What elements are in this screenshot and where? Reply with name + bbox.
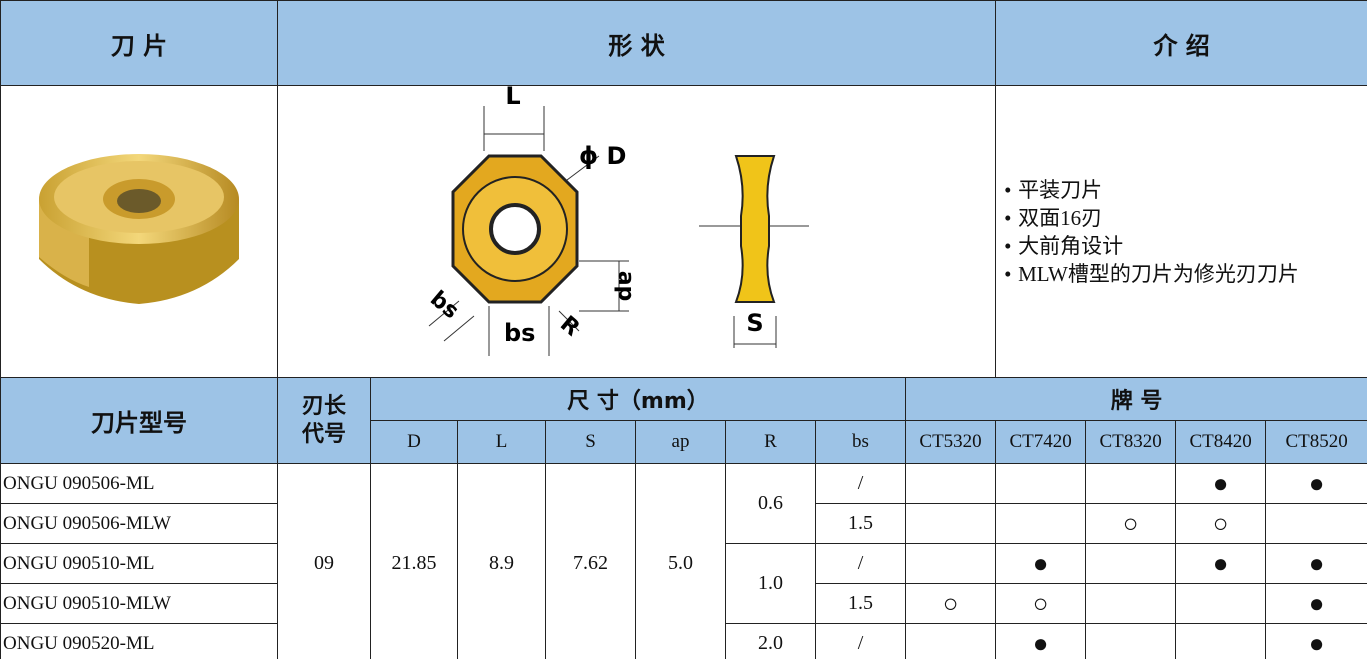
dimension-label: S <box>746 309 763 337</box>
column-header: R <box>725 420 816 464</box>
intro-item: 大前角设计 <box>1004 232 1357 260</box>
grade-cell <box>904 623 997 659</box>
grade-cell <box>904 543 997 584</box>
grade-cell <box>1175 623 1267 659</box>
grade-cell <box>904 503 997 544</box>
model-cell: ONGU 090506-ML <box>0 463 278 504</box>
grade-cell: ● <box>1265 623 1367 659</box>
bs-cell: / <box>815 543 906 584</box>
header-cell: 尺 寸（mm） <box>370 377 906 421</box>
dimension-label: ϕ D <box>579 142 626 170</box>
table-row: ONGU 090510-ML 1.0/● ● ● <box>0 543 1367 624</box>
grade-cell: ● <box>1175 543 1267 584</box>
bs-cell: 1.5 <box>815 503 906 544</box>
shared-cell: 09 <box>277 463 371 659</box>
dimension-label: bs <box>425 286 463 324</box>
header-cell: 形 状 <box>276 0 997 86</box>
model-cell: ONGU 090510-ML <box>0 543 278 584</box>
table-row: ONGU 090510-MLW 1.5 ○ ○ ● <box>0 583 1367 624</box>
bs-cell: / <box>815 623 906 659</box>
bs-cell: / <box>815 463 906 504</box>
grade-cell: ● <box>1175 463 1267 504</box>
bs-cell: 1.5 <box>815 583 906 624</box>
r-cell: 1.0 <box>725 543 816 624</box>
grade-cell: ● <box>1265 543 1367 584</box>
column-header: D <box>370 420 458 464</box>
dimension-label: R <box>555 311 584 341</box>
grade-cell: ○ <box>1085 503 1177 544</box>
model-cell: ONGU 090510-MLW <box>0 583 278 624</box>
shared-cell: 8.9 <box>457 463 546 659</box>
header-cell: 刀片型号 <box>0 377 278 464</box>
model-cell: ONGU 090520-ML <box>0 623 278 659</box>
grade-cell <box>1265 503 1367 544</box>
column-header: CT5320 <box>904 420 997 464</box>
column-header: CT8320 <box>1085 420 1177 464</box>
header-cell: 介 绍 <box>995 0 1367 86</box>
shared-cell: 5.0 <box>635 463 726 659</box>
grade-cell: ● <box>1265 583 1367 624</box>
grade-cell <box>904 463 997 504</box>
intro-item: MLW槽型的刀片为修光刃刀片 <box>1004 260 1357 288</box>
grade-cell: ● <box>995 543 1087 584</box>
column-header: CT8520 <box>1265 420 1367 464</box>
header-cell: 刀 片 <box>0 0 278 86</box>
column-header: CT8420 <box>1175 420 1267 464</box>
intro-item: 平装刀片 <box>1004 176 1357 204</box>
r-cell: 0.6 <box>725 463 816 544</box>
grade-cell: ○ <box>1175 503 1267 544</box>
r-cell: 2.0 <box>725 623 816 659</box>
header-cell: 刃长代号 <box>277 377 371 464</box>
insert-photo <box>39 153 239 304</box>
header-cell: 牌 号 <box>904 377 1367 421</box>
table-row: ONGU 090506-ML 09 21.85 8.9 7.62 5.0 0.6/● ● <box>0 463 1367 659</box>
intro-item: 双面16刃 <box>1004 204 1357 232</box>
shape-cell: L ϕ D ap bs bs R S <box>276 85 997 378</box>
column-header: ap <box>635 420 726 464</box>
intro-list: 平装刀片双面16刃大前角设计MLW槽型的刀片为修光刃刀片 <box>997 176 1367 288</box>
grade-cell <box>1085 623 1177 659</box>
column-header: CT7420 <box>995 420 1087 464</box>
grade-cell <box>1085 463 1177 504</box>
grade-cell <box>995 503 1087 544</box>
photo-cell <box>0 85 278 378</box>
dimension-label: bs <box>504 319 535 347</box>
shared-cell: 7.62 <box>545 463 636 659</box>
dimension-label: ap <box>613 271 638 302</box>
column-header: L <box>457 420 546 464</box>
column-header: S <box>545 420 636 464</box>
grade-cell: ○ <box>995 583 1087 624</box>
shared-cell: 21.85 <box>370 463 458 659</box>
grade-cell <box>995 463 1087 504</box>
table-row: ONGU 090520-ML 2.0/ ● ● <box>0 623 1367 659</box>
grade-cell <box>1175 583 1267 624</box>
dimension-label: L <box>505 86 520 110</box>
grade-cell <box>1085 543 1177 584</box>
grade-cell: ● <box>995 623 1087 659</box>
model-cell: ONGU 090506-MLW <box>0 503 278 544</box>
grade-cell <box>1085 583 1177 624</box>
intro-cell: 平装刀片双面16刃大前角设计MLW槽型的刀片为修光刃刀片 <box>995 85 1367 378</box>
shape-diagram: L ϕ D ap bs bs R S <box>425 86 809 356</box>
grade-cell: ○ <box>904 583 997 624</box>
column-header: bs <box>815 420 906 464</box>
grade-cell: ● <box>1265 463 1367 504</box>
